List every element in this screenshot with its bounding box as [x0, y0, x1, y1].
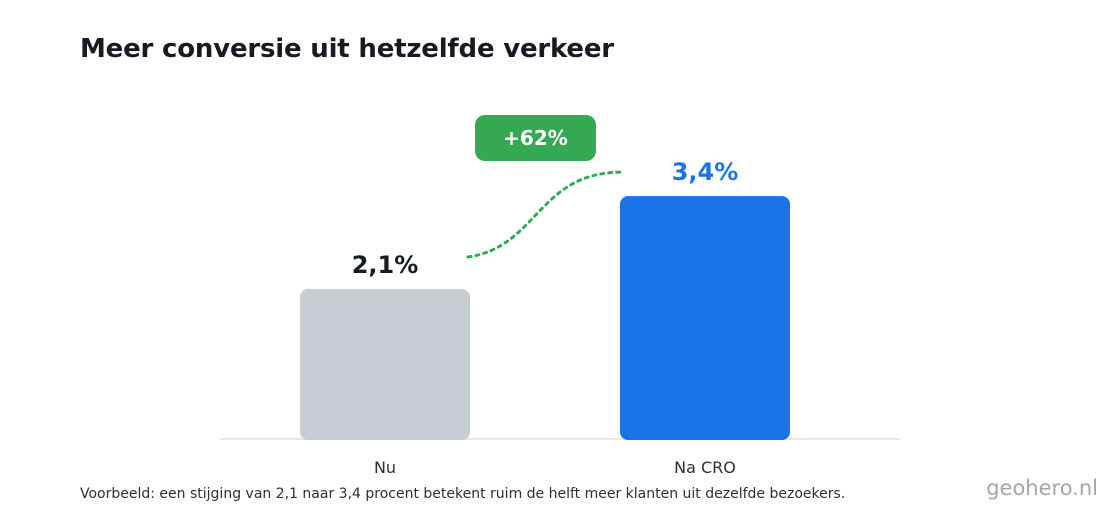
- chart-caption: Voorbeeld: een stijging van 2,1 naar 3,4…: [80, 486, 846, 502]
- x-tick-label: Nu: [374, 458, 396, 477]
- x-tick-label: Na CRO: [674, 458, 736, 477]
- data-label: 2,1%: [352, 251, 419, 279]
- chart-title: Meer conversie uit hetzelfde verkeer: [80, 34, 614, 64]
- data-label: 3,4%: [672, 158, 739, 186]
- bar-na-cro: [620, 196, 790, 440]
- brand-watermark: geohero.nl: [986, 476, 1098, 500]
- bar-nu: [300, 289, 470, 440]
- growth-badge: [475, 115, 596, 161]
- growth-badge-label: +62%: [503, 126, 568, 150]
- growth-curve: [466, 170, 624, 259]
